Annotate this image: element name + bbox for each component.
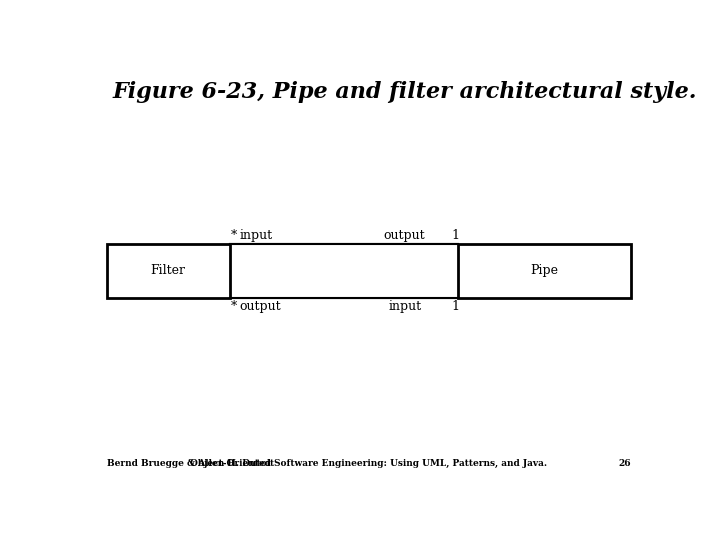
Text: Filter: Filter <box>150 264 186 277</box>
Text: input: input <box>240 228 273 241</box>
Text: Figure 6-23, Pipe and filter architectural style.: Figure 6-23, Pipe and filter architectur… <box>112 82 697 104</box>
Text: 1: 1 <box>451 300 459 313</box>
Text: output: output <box>383 228 425 241</box>
FancyBboxPatch shape <box>107 244 230 298</box>
Text: *: * <box>231 300 238 313</box>
Text: Object-Oriented Software Engineering: Using UML, Patterns, and Java.: Object-Oriented Software Engineering: Us… <box>190 459 548 468</box>
Text: output: output <box>240 300 282 313</box>
FancyBboxPatch shape <box>459 244 631 298</box>
Text: input: input <box>389 300 422 313</box>
FancyBboxPatch shape <box>230 244 459 298</box>
Text: 1: 1 <box>451 228 459 241</box>
Text: *: * <box>231 228 238 241</box>
Text: Pipe: Pipe <box>531 264 559 277</box>
Text: Bernd Bruegge & Allen H. Dutoit: Bernd Bruegge & Allen H. Dutoit <box>107 459 274 468</box>
Text: 26: 26 <box>618 459 631 468</box>
